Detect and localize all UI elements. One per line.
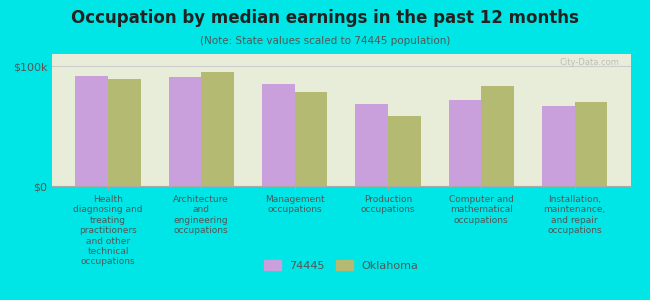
Text: City-Data.com: City-Data.com — [559, 58, 619, 67]
Bar — [262, 84, 294, 186]
Bar — [448, 100, 481, 186]
Text: Occupation by median earnings in the past 12 months: Occupation by median earnings in the pas… — [71, 9, 579, 27]
Bar — [168, 77, 202, 186]
Bar — [356, 104, 388, 186]
Legend: 74445, Oklahoma: 74445, Oklahoma — [259, 256, 423, 275]
Bar — [388, 116, 421, 186]
Bar — [202, 72, 234, 186]
Bar — [75, 76, 108, 186]
Bar — [108, 79, 140, 186]
Text: (Note: State values scaled to 74445 population): (Note: State values scaled to 74445 popu… — [200, 36, 450, 46]
Bar — [542, 106, 575, 186]
Bar — [481, 86, 514, 186]
Bar — [294, 92, 327, 186]
Bar — [575, 102, 607, 186]
